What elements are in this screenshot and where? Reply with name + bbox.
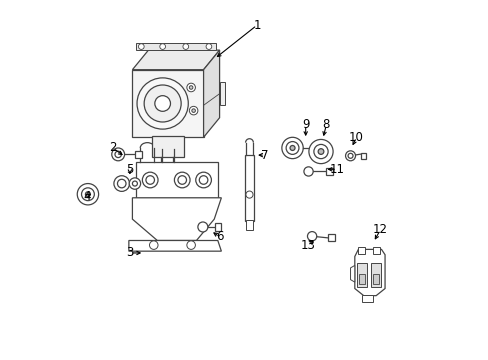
Circle shape [137,78,188,129]
Polygon shape [129,240,221,251]
Circle shape [174,172,190,188]
Text: 9: 9 [301,118,309,131]
Text: 4: 4 [83,189,91,203]
Bar [244,155,254,221]
Polygon shape [354,249,384,296]
Circle shape [144,85,181,122]
Circle shape [307,231,316,241]
Circle shape [149,241,158,249]
Text: 1: 1 [253,19,260,32]
Circle shape [115,151,121,158]
Circle shape [318,149,323,154]
Circle shape [145,176,154,184]
Circle shape [129,178,141,189]
Polygon shape [350,265,354,282]
Text: 5: 5 [126,163,133,176]
Circle shape [289,145,294,150]
Bar [358,274,364,284]
Bar [152,136,183,157]
Circle shape [285,141,298,154]
Text: 11: 11 [329,163,344,176]
Polygon shape [203,50,219,137]
Circle shape [81,188,94,201]
Bar [370,262,381,287]
Circle shape [199,176,207,184]
Circle shape [117,179,126,188]
Circle shape [183,44,188,49]
Text: 8: 8 [322,118,329,131]
Bar [219,82,224,105]
Circle shape [142,172,158,188]
Circle shape [132,181,137,186]
Bar [372,274,378,284]
Text: 12: 12 [372,223,387,236]
Polygon shape [132,198,221,240]
Circle shape [138,44,144,49]
Circle shape [189,86,192,89]
Circle shape [313,144,327,159]
Polygon shape [132,50,219,70]
Bar [135,151,142,158]
Text: 2: 2 [109,141,116,154]
Bar [215,224,221,230]
Bar [360,153,366,159]
Circle shape [347,153,352,158]
Text: 6: 6 [215,230,223,243]
Bar [132,70,203,137]
Circle shape [189,106,198,115]
Circle shape [245,191,252,198]
Bar [328,234,334,241]
Bar [361,295,372,302]
Circle shape [114,176,129,192]
Circle shape [77,184,99,205]
Text: 7: 7 [261,149,268,162]
Circle shape [205,44,211,49]
Circle shape [308,139,332,164]
Circle shape [85,192,90,197]
Circle shape [198,222,207,232]
Bar [245,220,252,230]
Circle shape [191,109,195,112]
Bar [312,144,318,152]
Circle shape [304,167,312,176]
Circle shape [155,96,170,111]
Text: 13: 13 [300,239,315,252]
Circle shape [281,137,303,159]
Bar [357,247,364,254]
Bar [136,162,217,198]
Bar [372,247,379,254]
Circle shape [186,83,195,92]
Bar [325,168,332,175]
Text: 3: 3 [126,247,133,260]
Bar [356,262,366,287]
Circle shape [195,172,211,188]
Circle shape [160,44,165,49]
Circle shape [178,176,186,184]
Text: 10: 10 [348,131,363,144]
Circle shape [186,241,195,249]
Circle shape [112,148,124,161]
Polygon shape [136,43,216,50]
Circle shape [345,151,355,161]
